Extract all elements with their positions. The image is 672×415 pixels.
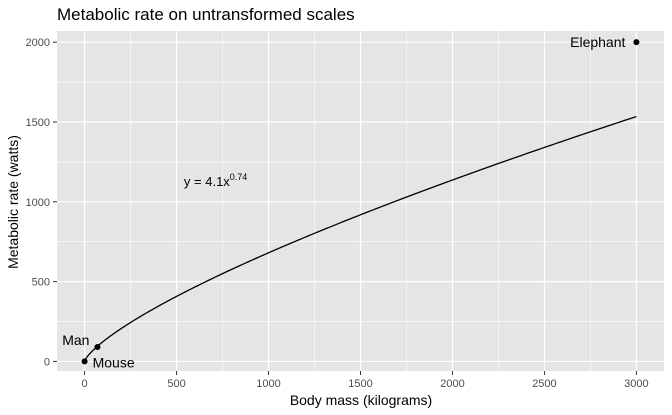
axes: 0 500 1000 1500 2000 2500 3000 0 500 1000 1500 2000: [26, 37, 649, 390]
x-tick-label: 0: [82, 378, 88, 390]
point-label-mouse: Mouse: [93, 354, 135, 370]
chart-title: Metabolic rate on untransformed scales: [57, 5, 355, 24]
data-points: [81, 39, 640, 365]
fitted-curve: y = 4.1x0.74: [83, 115, 637, 362]
x-tick-label: 3000: [624, 378, 648, 390]
x-axis-label: Body mass (kilograms): [290, 392, 432, 408]
curve-equation-label: y = 4.1x0.74: [184, 172, 247, 189]
x-tick-label: 1500: [348, 378, 372, 390]
y-tick-label: 2000: [26, 37, 50, 49]
y-axis-label: Metabolic rate (watts): [5, 135, 21, 269]
point-label-man: Man: [62, 332, 89, 348]
data-point-man: [94, 344, 101, 351]
x-tick-label: 1000: [256, 378, 280, 390]
x-tick-label: 2500: [532, 378, 556, 390]
data-point-elephant: [633, 39, 640, 46]
y-tick-label: 500: [32, 277, 50, 289]
x-tick-label: 500: [167, 378, 185, 390]
y-tick-label: 1000: [26, 197, 50, 209]
y-tick-label: 1500: [26, 117, 50, 129]
point-label-elephant: Elephant: [570, 34, 625, 50]
gridlines: [57, 31, 664, 371]
y-tick-label: 0: [44, 356, 50, 368]
data-point-mouse: [81, 358, 88, 365]
x-tick-label: 2000: [440, 378, 464, 390]
power-law-curve: [83, 115, 637, 362]
